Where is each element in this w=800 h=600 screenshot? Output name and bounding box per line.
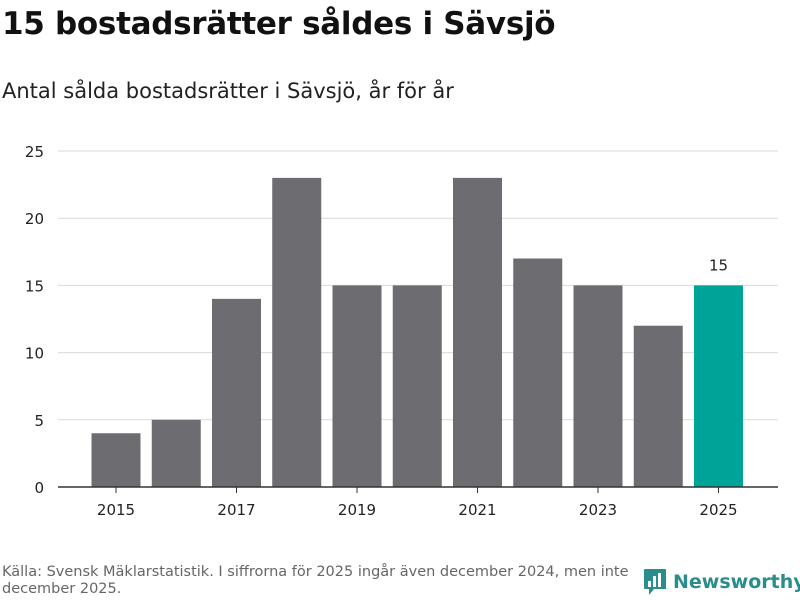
y-tick-label: 0: [34, 479, 44, 497]
x-tick-label: 2015: [97, 501, 135, 519]
chart-subtitle: Antal sålda bostadsrätter i Sävsjö, år f…: [2, 79, 454, 103]
bar-2017: [212, 298, 261, 487]
newsworthy-logo-icon: [644, 569, 666, 595]
bar-2016: [151, 419, 201, 487]
bar-2022: [513, 258, 563, 487]
bar-2025: [694, 285, 743, 487]
chart-title: 15 bostadsrätter såldes i Sävsjö: [2, 6, 556, 42]
brand-name: Newsworthy: [673, 571, 800, 593]
x-axis-ticks: 2015 2017 2019 2021 2023 2025: [97, 487, 738, 519]
x-tick-label: 2017: [217, 501, 255, 519]
y-tick-label: 5: [34, 412, 44, 430]
x-tick-label: 2019: [338, 501, 376, 519]
bars: [91, 177, 743, 487]
y-axis-ticks: 0 5 10 15 20 25: [25, 143, 44, 497]
bar-2020: [392, 285, 442, 487]
data-labels: 15: [709, 256, 728, 274]
source-footnote: Källa: Svensk Mäklarstatistik. I siffror…: [2, 564, 629, 597]
bar-2015: [91, 433, 141, 487]
bar-2019: [332, 285, 382, 487]
bar-2021: [453, 177, 502, 487]
y-tick-label: 10: [25, 345, 44, 363]
x-tick-label: 2021: [458, 501, 496, 519]
bar-2018: [272, 177, 322, 487]
bar-2024: [633, 325, 683, 487]
x-tick-label: 2025: [699, 501, 737, 519]
brand: Newsworthy: [643, 568, 800, 596]
highlight-value-label: 15: [709, 256, 728, 274]
y-tick-label: 20: [25, 210, 44, 228]
x-tick-label: 2023: [579, 501, 617, 519]
y-tick-label: 15: [25, 277, 44, 295]
y-tick-label: 25: [25, 143, 44, 161]
bar-2023: [573, 285, 623, 487]
